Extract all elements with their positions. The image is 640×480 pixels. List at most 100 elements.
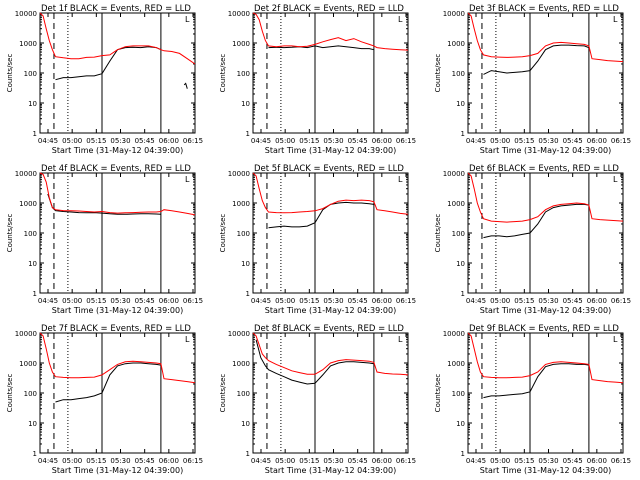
x-tick-label: 05:45	[135, 137, 155, 145]
x-tick-label: 04:45	[251, 297, 271, 305]
y-tick-label: 1	[246, 450, 250, 458]
y-tick-label: 100	[452, 390, 465, 398]
series-events-line	[55, 46, 188, 89]
y-tick-label: 10	[241, 260, 250, 268]
x-tick-label: 05:45	[135, 297, 155, 305]
x-tick-label: 06:00	[159, 297, 179, 305]
corner-marker: L	[185, 15, 190, 24]
x-tick-label: 06:15	[396, 137, 416, 145]
x-axis-label: Start Time (31-May-12 04:39:00)	[52, 306, 183, 315]
x-tick-label: 04:45	[38, 297, 58, 305]
x-tick-label: 05:30	[110, 137, 130, 145]
y-tick-label: 1000	[447, 40, 465, 48]
plot-frame	[39, 12, 196, 134]
y-tick-label: 10000	[228, 170, 250, 178]
y-tick-label: 100	[237, 390, 250, 398]
y-tick-label: 10	[28, 420, 37, 428]
x-tick-label: 05:00	[62, 137, 82, 145]
y-tick-label: 10	[456, 260, 465, 268]
x-tick-label: 04:45	[466, 457, 486, 465]
series-lld-line	[252, 332, 409, 376]
x-tick-label: 05:00	[490, 297, 510, 305]
x-tick-label: 05:45	[348, 137, 368, 145]
series-events-line	[483, 363, 589, 399]
x-axis-label: Start Time (31-May-12 04:39:00)	[480, 306, 611, 315]
y-axis-label: Counts/sec	[6, 214, 14, 253]
series-events-line	[483, 203, 589, 239]
x-tick-label: 05:00	[275, 297, 295, 305]
y-tick-label: 10	[28, 260, 37, 268]
plot-frame	[252, 332, 409, 454]
x-tick-label: 06:00	[372, 297, 392, 305]
series-lld-line	[467, 12, 624, 63]
x-tick-label: 06:00	[587, 137, 607, 145]
x-tick-label: 06:15	[611, 137, 631, 145]
x-axis-label: Start Time (31-May-12 04:39:00)	[265, 146, 396, 155]
x-tick-label: 05:45	[563, 457, 583, 465]
x-tick-label: 05:45	[563, 137, 583, 145]
y-tick-label: 10	[241, 420, 250, 428]
x-tick-label: 05:00	[62, 297, 82, 305]
plot-frame	[39, 332, 196, 454]
x-tick-label: 05:15	[514, 457, 534, 465]
panel-7: Det 7f BLACK = Events, RED = LLD 1 10 100 10…	[6, 324, 203, 475]
y-axis-label: Counts/sec	[434, 374, 442, 413]
panel-title: Det 4f BLACK = Events, RED = LLD	[41, 164, 191, 174]
x-axis-label: Start Time (31-May-12 04:39:00)	[265, 306, 396, 315]
corner-marker: L	[185, 175, 190, 184]
x-tick-label: 06:00	[159, 137, 179, 145]
x-tick-label: 06:15	[183, 137, 203, 145]
y-tick-label: 1	[461, 130, 465, 138]
x-tick-label: 05:00	[275, 137, 295, 145]
x-tick-label: 05:15	[299, 137, 319, 145]
y-tick-label: 1	[33, 290, 37, 298]
y-tick-label: 10	[28, 100, 37, 108]
x-tick-label: 06:15	[183, 457, 203, 465]
series-events-line	[55, 362, 161, 403]
y-tick-label: 1000	[19, 360, 37, 368]
y-axis-label: Counts/sec	[434, 214, 442, 253]
series-lld-line	[467, 332, 624, 384]
x-tick-label: 04:45	[251, 137, 271, 145]
x-axis-label: Start Time (31-May-12 04:39:00)	[52, 466, 183, 475]
series-lld-line	[39, 12, 196, 65]
x-axis-label: Start Time (31-May-12 04:39:00)	[480, 466, 611, 475]
x-tick-label: 06:15	[611, 297, 631, 305]
series-lld-line	[39, 332, 196, 384]
x-tick-label: 05:45	[348, 297, 368, 305]
panel-9: Det 9f BLACK = Events, RED = LLD 1 10 100 10…	[434, 324, 631, 475]
y-tick-label: 1	[246, 130, 250, 138]
y-tick-label: 10000	[15, 330, 37, 338]
panel-title: Det 8f BLACK = Events, RED = LLD	[254, 324, 404, 334]
x-tick-label: 05:30	[110, 297, 130, 305]
plot-frame	[252, 12, 409, 134]
x-tick-label: 06:15	[611, 457, 631, 465]
plot-frame	[467, 172, 624, 294]
y-tick-label: 1000	[232, 40, 250, 48]
x-tick-label: 04:45	[251, 457, 271, 465]
y-tick-label: 1	[246, 290, 250, 298]
x-tick-label: 05:00	[275, 457, 295, 465]
x-tick-label: 05:15	[86, 137, 106, 145]
x-tick-label: 04:45	[38, 457, 58, 465]
x-tick-label: 06:00	[587, 457, 607, 465]
y-tick-label: 10000	[15, 10, 37, 18]
x-tick-label: 05:30	[110, 457, 130, 465]
x-tick-label: 05:15	[86, 297, 106, 305]
x-tick-label: 05:00	[490, 137, 510, 145]
x-tick-label: 05:30	[538, 297, 558, 305]
y-tick-label: 10	[456, 100, 465, 108]
x-axis-label: Start Time (31-May-12 04:39:00)	[480, 146, 611, 155]
series-events-line	[268, 45, 375, 51]
series-events-line	[268, 201, 374, 229]
plot-frame	[467, 332, 624, 454]
x-tick-label: 06:15	[396, 457, 416, 465]
x-tick-label: 05:30	[323, 457, 343, 465]
panel-2: Det 2f BLACK = Events, RED = LLD 1 10 100 10…	[219, 4, 416, 155]
plot-frame	[39, 172, 196, 294]
x-tick-label: 06:15	[183, 297, 203, 305]
panel-title: Det 6f BLACK = Events, RED = LLD	[469, 164, 619, 174]
panel-5: Det 5f BLACK = Events, RED = LLD 1 10 100 10…	[219, 164, 416, 315]
series-lld-line	[39, 172, 196, 216]
x-tick-label: 04:45	[38, 137, 58, 145]
